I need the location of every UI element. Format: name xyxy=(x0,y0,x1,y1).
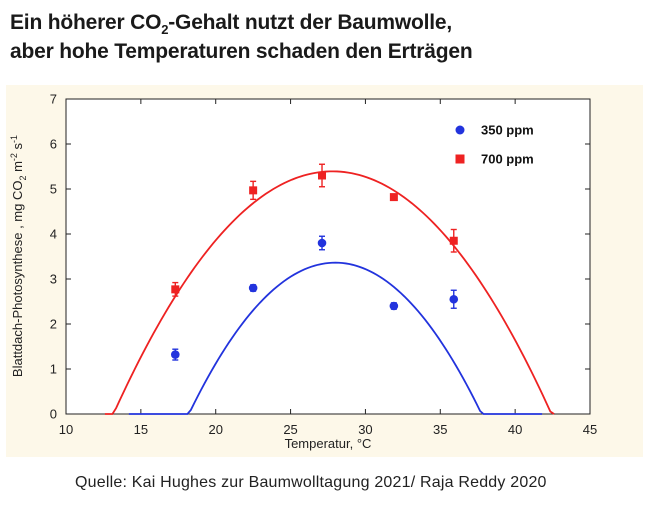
y-tick-label: 0 xyxy=(50,407,57,422)
fit-curve-350-ppm xyxy=(128,261,543,415)
data-point-square xyxy=(249,186,258,195)
legend-label: 350 ppm xyxy=(481,123,534,138)
data-point-square xyxy=(171,285,180,294)
y-tick-label: 6 xyxy=(50,137,57,152)
x-tick-label: 25 xyxy=(283,422,297,437)
title-text-cont: -Gehalt nutzt der Baumwolle, xyxy=(168,11,453,34)
source-caption: Quelle: Kai Hughes zur Baumwolltagung 20… xyxy=(75,474,547,491)
legend-marker-circle xyxy=(455,125,465,135)
y-tick-label: 2 xyxy=(50,317,57,332)
data-point-square xyxy=(389,193,398,202)
x-tick-label: 30 xyxy=(358,422,372,437)
x-tick-label: 10 xyxy=(59,422,73,437)
data-point-circle xyxy=(170,350,180,359)
x-tick-label: 45 xyxy=(583,422,597,437)
y-tick-label: 7 xyxy=(50,92,57,107)
data-point-square xyxy=(449,236,458,245)
data-point-square xyxy=(318,171,327,180)
title-text: Ein höherer CO xyxy=(10,11,162,34)
x-axis-label: Temperatur, °C xyxy=(285,436,372,451)
legend-label: 700 ppm xyxy=(481,152,534,167)
x-tick-label: 35 xyxy=(433,422,447,437)
y-tick-label: 5 xyxy=(50,182,57,197)
y-axis-label: Blattdach-Photosynthese , mg CO2 m-2 s-1 xyxy=(9,135,28,377)
chart-title: Ein höherer CO2-Gehalt nutzt der Baumwol… xyxy=(10,8,640,66)
data-points xyxy=(170,163,459,361)
plot-area xyxy=(65,98,591,415)
x-tick-label: 15 xyxy=(134,422,148,437)
x-tick-label: 40 xyxy=(508,422,522,437)
x-tick-label: 20 xyxy=(208,422,222,437)
data-point-circle xyxy=(389,301,399,311)
fit-curves xyxy=(104,170,555,415)
legend: 350 ppm 700 ppm xyxy=(455,123,534,167)
y-tick-label: 1 xyxy=(50,362,57,377)
data-point-circle xyxy=(248,283,258,293)
fit-curve-700-ppm xyxy=(104,170,555,415)
chart-panel: 10 15 20 25 30 35 40 45 0 1 2 3 4 5 6 7 350 ppm 700 ppm … xyxy=(6,85,643,457)
y-tick-label: 3 xyxy=(50,272,57,287)
title-line-2: aber hohe Temperaturen schaden den Erträ… xyxy=(10,40,473,63)
data-point-circle xyxy=(449,294,459,304)
y-tick-label: 4 xyxy=(50,227,57,242)
title-line-1: Ein höherer CO2-Gehalt nutzt der Baumwol… xyxy=(10,8,640,37)
legend-marker-square xyxy=(455,154,465,164)
data-point-circle xyxy=(317,238,327,248)
title-subscript: 2 xyxy=(161,22,169,37)
